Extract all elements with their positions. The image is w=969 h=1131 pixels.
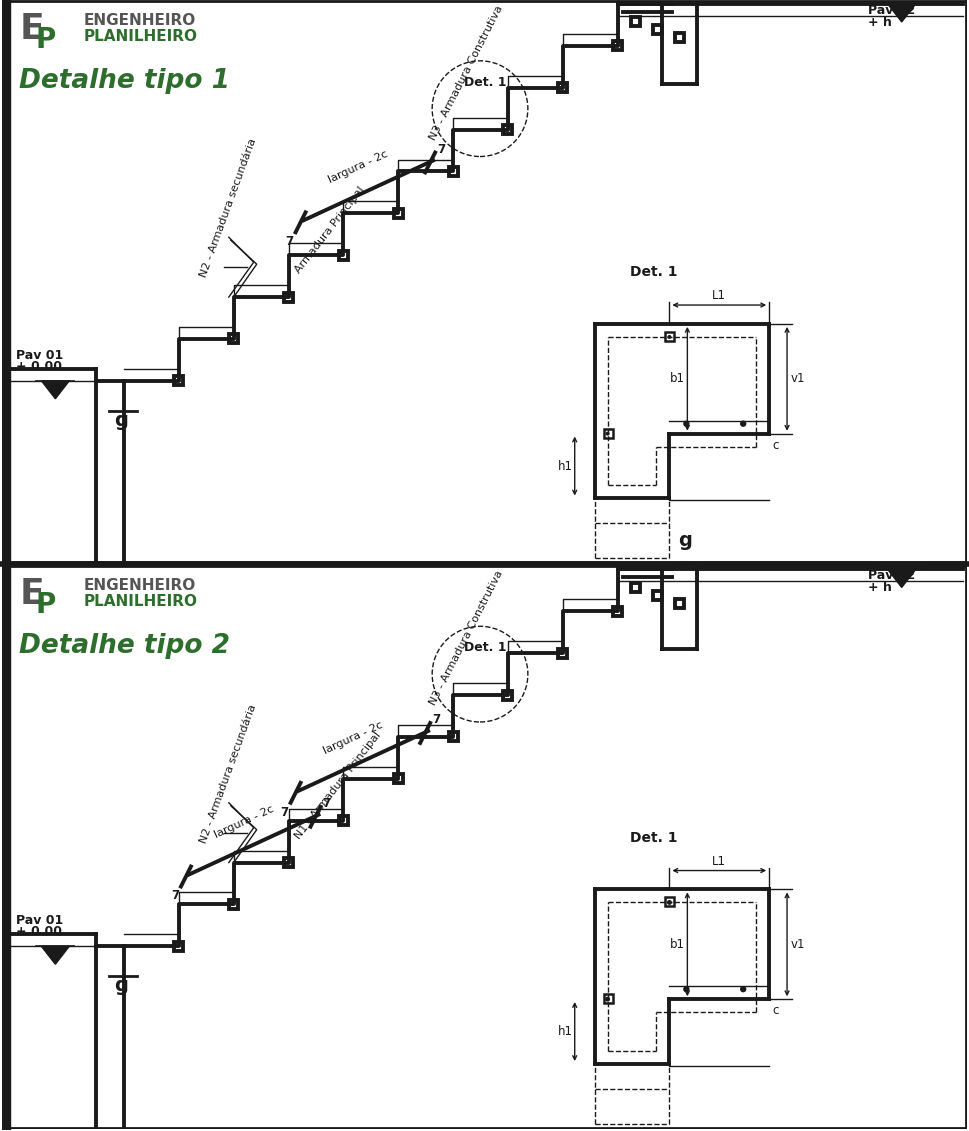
Circle shape xyxy=(740,986,746,992)
Text: 7: 7 xyxy=(286,235,294,249)
Bar xyxy=(174,942,183,951)
Text: Pav 01: Pav 01 xyxy=(16,914,64,927)
Text: Det. 1: Det. 1 xyxy=(630,265,677,279)
Text: E: E xyxy=(19,12,45,46)
Text: h1: h1 xyxy=(558,1025,573,1038)
Text: Det. 1: Det. 1 xyxy=(464,76,506,88)
Text: 7: 7 xyxy=(323,796,330,810)
Polygon shape xyxy=(42,381,70,399)
Circle shape xyxy=(684,421,689,426)
Text: h1: h1 xyxy=(558,459,573,473)
Bar xyxy=(174,377,183,386)
Text: N3 - Armadura Construtiva: N3 - Armadura Construtiva xyxy=(428,3,505,141)
Text: ENGENHEIRO: ENGENHEIRO xyxy=(83,578,196,594)
Bar xyxy=(604,429,612,438)
Text: Armadura Principal: Armadura Principal xyxy=(294,185,367,275)
Text: Detalhe tipo 1: Detalhe tipo 1 xyxy=(19,68,231,94)
Bar xyxy=(339,817,348,826)
Text: + h: + h xyxy=(868,16,891,29)
Text: Pav 02: Pav 02 xyxy=(868,570,915,582)
Text: 7: 7 xyxy=(437,143,446,156)
Bar xyxy=(230,900,238,909)
Text: v1: v1 xyxy=(791,938,805,951)
Text: + 0.00: + 0.00 xyxy=(16,925,62,939)
Text: c: c xyxy=(772,1004,778,1017)
Polygon shape xyxy=(42,947,70,965)
Text: N3 - Armadura Construtiva: N3 - Armadura Construtiva xyxy=(428,569,505,707)
Text: g: g xyxy=(114,976,128,995)
Bar xyxy=(631,17,640,26)
Bar xyxy=(284,858,293,867)
Bar xyxy=(449,167,457,176)
Text: largura - 2c: largura - 2c xyxy=(328,149,390,185)
Bar xyxy=(393,209,403,218)
Bar xyxy=(631,582,640,592)
Text: v1: v1 xyxy=(791,372,805,386)
Text: c: c xyxy=(772,439,778,451)
Circle shape xyxy=(667,900,672,905)
Bar xyxy=(666,333,674,340)
Text: g: g xyxy=(678,530,692,550)
Text: PLANILHEIRO: PLANILHEIRO xyxy=(83,29,198,44)
Text: Pav 01: Pav 01 xyxy=(16,348,64,362)
Text: Detalhe tipo 2: Detalhe tipo 2 xyxy=(19,633,231,659)
Bar xyxy=(653,590,662,599)
Text: Det. 1: Det. 1 xyxy=(630,830,677,845)
Text: N1 - Armadura Principal: N1 - Armadura Principal xyxy=(294,729,384,840)
Bar xyxy=(230,335,238,344)
Text: 7: 7 xyxy=(281,805,289,819)
Bar xyxy=(504,126,513,135)
Polygon shape xyxy=(888,570,916,587)
Bar xyxy=(558,84,567,93)
Bar xyxy=(674,599,684,607)
Text: largura - 2c: largura - 2c xyxy=(212,804,275,839)
Text: 7: 7 xyxy=(432,713,440,726)
Circle shape xyxy=(740,421,746,426)
Circle shape xyxy=(605,996,610,1002)
Bar xyxy=(284,293,293,302)
Text: Det. 1: Det. 1 xyxy=(464,641,506,654)
Text: + h: + h xyxy=(868,581,891,595)
Bar xyxy=(339,251,348,260)
Bar xyxy=(613,42,622,51)
Text: L1: L1 xyxy=(712,855,727,867)
Circle shape xyxy=(668,335,672,339)
Text: P: P xyxy=(36,592,55,620)
Text: PLANILHEIRO: PLANILHEIRO xyxy=(83,595,198,610)
Bar xyxy=(449,733,457,742)
Bar xyxy=(613,607,622,616)
Text: E: E xyxy=(19,578,45,612)
Bar xyxy=(653,25,662,34)
Text: g: g xyxy=(114,411,128,430)
Bar xyxy=(558,649,567,658)
Circle shape xyxy=(606,432,610,435)
Bar xyxy=(604,994,612,1003)
Text: + 0.00: + 0.00 xyxy=(16,360,62,373)
Text: largura - 2c: largura - 2c xyxy=(322,719,385,756)
Text: N2 - Armadura secundária: N2 - Armadura secundária xyxy=(199,703,259,845)
Text: N2 - Armadura secundária: N2 - Armadura secundária xyxy=(199,138,259,279)
Text: ENGENHEIRO: ENGENHEIRO xyxy=(83,12,196,28)
Bar xyxy=(504,691,513,700)
Text: Pav 02: Pav 02 xyxy=(868,5,915,17)
Text: b1: b1 xyxy=(671,372,685,386)
Text: P: P xyxy=(36,26,55,54)
Text: 7: 7 xyxy=(171,889,179,903)
Bar xyxy=(393,775,403,784)
Bar xyxy=(666,898,674,906)
Bar xyxy=(674,34,684,42)
Text: b1: b1 xyxy=(671,938,685,951)
Text: L1: L1 xyxy=(712,290,727,302)
Polygon shape xyxy=(888,5,916,21)
Circle shape xyxy=(684,986,689,992)
